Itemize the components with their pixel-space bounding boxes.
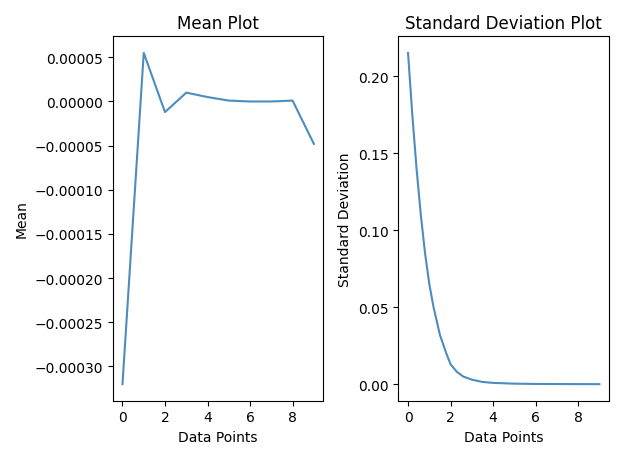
- X-axis label: Data Points: Data Points: [464, 430, 544, 444]
- Y-axis label: Mean: Mean: [15, 200, 29, 238]
- Y-axis label: Standard Deviation: Standard Deviation: [338, 152, 353, 286]
- Title: Standard Deviation Plot: Standard Deviation Plot: [406, 15, 602, 33]
- X-axis label: Data Points: Data Points: [178, 430, 258, 444]
- Title: Mean Plot: Mean Plot: [177, 15, 259, 33]
